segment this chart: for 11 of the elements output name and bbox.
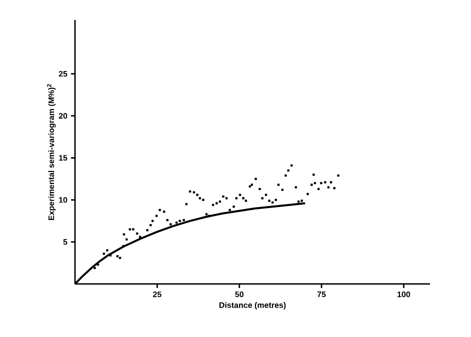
x-tick-label: 100 — [398, 292, 410, 298]
x-axis-title: Distance (metres) — [219, 302, 286, 310]
y-tick-label: 20 — [58, 113, 68, 119]
y-tick-label: 10 — [59, 197, 68, 203]
x-tick-label: 50 — [235, 292, 244, 298]
y-tick-label: 15 — [59, 155, 68, 161]
x-tick-label: 75 — [317, 292, 326, 298]
x-tick-label: 25 — [153, 292, 162, 298]
y-tick-label: 25 — [58, 70, 68, 77]
y-tick-label: 5 — [63, 239, 68, 245]
y-axis-title: Experimental semi-variogram (M%)$^{2}$ — [47, 84, 56, 220]
